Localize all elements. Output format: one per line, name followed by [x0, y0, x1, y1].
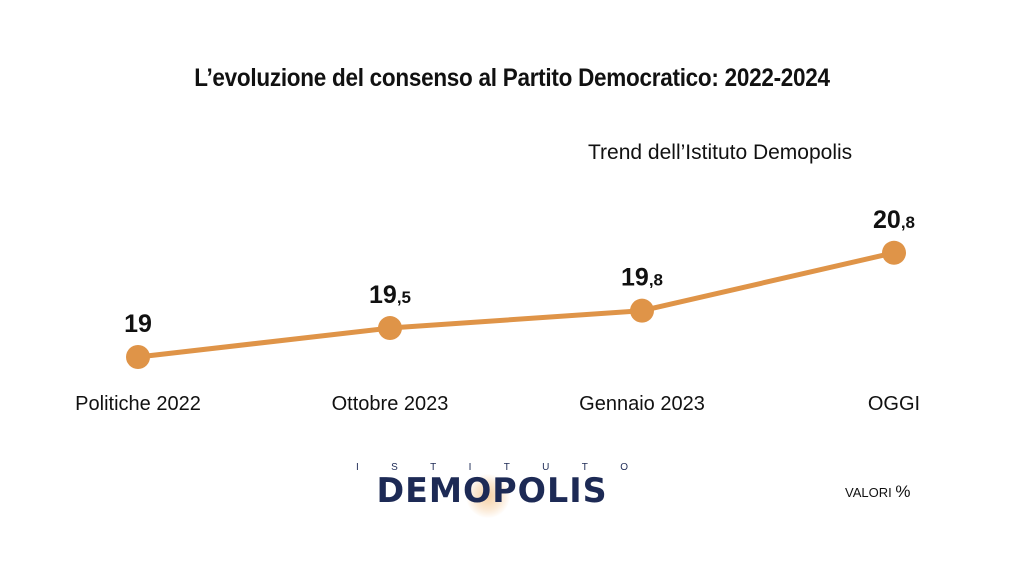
logo-demopolis-text: DEMOPOLIS [376, 471, 608, 511]
x-tick-label: Ottobre 2023 [332, 393, 449, 415]
data-label: 19,5 [369, 281, 411, 309]
data-point [126, 345, 150, 369]
data-label: 19 [124, 310, 152, 338]
series-line [135, 250, 897, 360]
x-tick-label: OGGI [868, 393, 920, 415]
values-note-label: VALORI [845, 485, 892, 500]
data-label: 20,8 [873, 206, 915, 234]
data-point [630, 298, 654, 323]
logo-letter: U [542, 462, 550, 473]
logo-letter: I [356, 462, 359, 473]
logo-letter: I [468, 462, 472, 473]
values-note: VALORI % [845, 482, 910, 502]
logo-letter: T [430, 462, 437, 473]
logo-glow [466, 474, 510, 518]
data-point [378, 316, 402, 341]
data-point [882, 240, 906, 265]
x-tick-label: Politiche 2022 [75, 393, 201, 415]
values-note-percent: % [895, 482, 911, 501]
data-label: 19,8 [621, 264, 663, 292]
demopolis-logo: I S T I T U T O DEMOPOLIS [356, 462, 628, 518]
logo-letter: O [620, 462, 628, 473]
logo-letter: T [581, 462, 588, 473]
chart-title: L’evoluzione del consenso al Partito Dem… [194, 64, 830, 92]
line-chart: 19 Politiche 2022 19,5 Ottobre 2023 19,8 Genn… [75, 206, 920, 415]
logo-letter: T [503, 462, 510, 473]
x-tick-label: Gennaio 2023 [579, 393, 705, 415]
chart-subtitle: Trend dell’Istituto Demopolis [588, 141, 853, 164]
logo-letter: S [391, 462, 398, 473]
